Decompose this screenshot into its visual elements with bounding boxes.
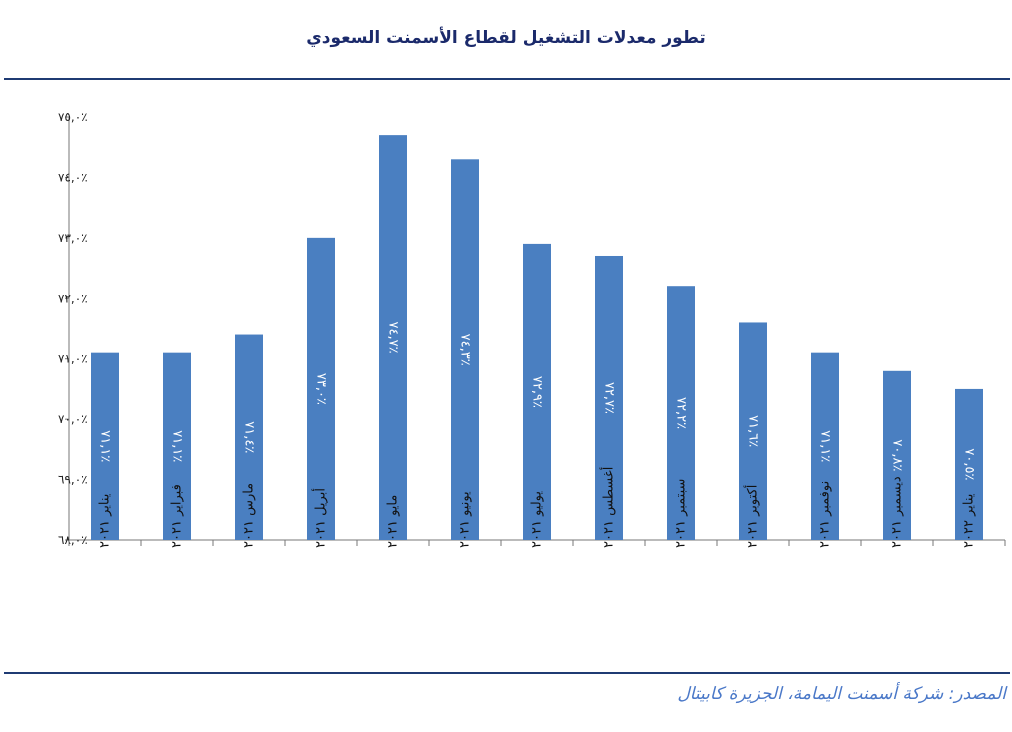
bar	[595, 255, 623, 540]
y-tick-label: ٪٧٣,٠	[58, 231, 88, 245]
y-tick-label: ٪٧٤,٠	[58, 170, 88, 184]
bar	[523, 243, 551, 540]
bar-data-label: ٪٧١,١	[818, 430, 833, 462]
top-rule	[4, 78, 1010, 80]
bar-data-label: ٪٧٤,٣	[458, 334, 473, 366]
bar-data-label: ٪٧٠,٨	[890, 439, 905, 471]
x-category-label: مارس ٢٠٢١	[242, 483, 257, 548]
bar-data-label: ٪٧٣,٠	[314, 373, 329, 405]
x-category-label: مايو ٢٠٢١	[386, 495, 401, 548]
y-tick-label: ٪٧٠,٠	[58, 412, 88, 426]
x-category-label: أبريل ٢٠٢١	[312, 488, 329, 548]
x-category-label: يناير ٢٠٢٢	[962, 493, 977, 548]
bar	[91, 352, 119, 540]
bar	[883, 370, 911, 540]
x-category-label: يوليو ٢٠٢١	[530, 491, 545, 548]
bar-chart: ٪٦٨,٠ ٪٦٩,٠ ٪٧٠,٠ ٪٧١,٠ ٪٧٢,٠ ٪٧٣,٠ ٪٧٤,٠ ٪٧٥,٠…	[58, 110, 1006, 548]
bar-data-label: ٪٧١,٤	[242, 421, 257, 453]
x-category-label: أكتوبر ٢٠٢١	[744, 485, 761, 548]
bar-data-label: ٪٧٠,٥	[962, 448, 977, 480]
bar	[811, 352, 839, 540]
x-category-label: فبراير ٢٠٢١	[170, 484, 185, 548]
x-category-label: سبتمبر ٢٠٢١	[674, 479, 689, 548]
x-category-label: يناير ٢٠٢١	[98, 493, 113, 548]
bar	[451, 159, 479, 541]
bottom-rule	[4, 672, 1010, 674]
source-note: المصدر: شركة أسمنت اليمامة، الجزيرة كابي…	[677, 684, 1006, 704]
x-category-label: ديسمبر ٢٠٢١	[890, 476, 905, 548]
bar-data-label: ٪٧٢,٢	[674, 397, 689, 429]
chart-title: تطور معدلات التشغيل لقطاع الأسمنت السعود…	[306, 28, 706, 48]
y-tick-label: ٪٧٥,٠	[58, 110, 88, 124]
bar	[307, 237, 335, 540]
y-tick-label: ٪٦٩,٠	[58, 473, 88, 487]
bar	[235, 334, 263, 540]
bar	[379, 135, 407, 540]
x-category-label: نوفمبر ٢٠٢١	[818, 481, 833, 548]
bar	[955, 388, 983, 540]
bar-data-label: ٪٧١,٦	[746, 415, 761, 447]
bar	[667, 286, 695, 540]
bar-data-label: ٪٧١,١	[98, 430, 113, 462]
y-tick-label: ٪٦٨,٠	[58, 533, 88, 547]
bar-data-label: ٪٧٢,٩	[530, 376, 545, 408]
bar-data-label: ٪٧١,١	[170, 430, 185, 462]
bar	[739, 322, 767, 540]
x-category-label: يونيو ٢٠٢١	[458, 491, 473, 548]
y-tick-label: ٪٧١,٠	[58, 352, 88, 366]
bar-data-label: ٪٧٤,٧	[386, 322, 401, 354]
x-category-label: أغسطس ٢٠٢١	[600, 467, 617, 548]
bar-data-label: ٪٧٢,٧	[602, 382, 617, 414]
bar	[163, 352, 191, 540]
y-tick-label: ٪٧٢,٠	[58, 291, 88, 305]
